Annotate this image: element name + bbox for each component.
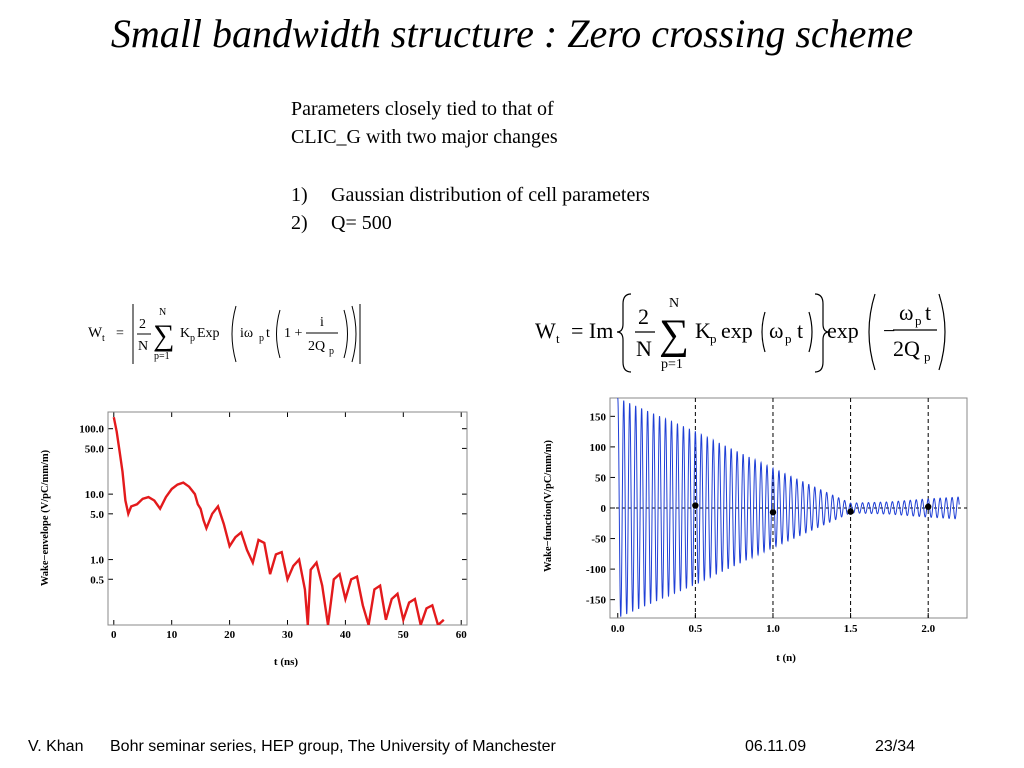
eq-right-sum-top: N	[669, 296, 679, 311]
y-tick-label: -100	[586, 564, 607, 576]
y-axis-label: Wake−envelope (V/pC/mm/m)	[40, 449, 51, 586]
x-tick-label: 60	[456, 629, 468, 641]
y-tick-label: 100	[590, 442, 607, 454]
x-tick-label: 1.0	[766, 623, 780, 635]
eq-right-omega-sub: p	[785, 331, 792, 346]
eq-left-fn: Exp	[197, 326, 220, 341]
x-tick-label: 0.0	[611, 623, 625, 635]
zero-crossing-point	[769, 509, 777, 516]
list-item: 2) Q= 500	[291, 209, 650, 237]
eq-left-arg: iω	[240, 326, 253, 341]
eq-left-k: K	[180, 326, 190, 341]
y-tick-label: -50	[591, 534, 606, 546]
eq-right-lhs-sub: t	[556, 331, 560, 346]
eq-left-frac-den: N	[138, 339, 148, 354]
eq-right-damp-num-sub: p	[915, 313, 922, 328]
eq-right-damp-den-sub: p	[924, 349, 931, 364]
eq-right-damp-den: 2Q	[893, 336, 920, 361]
list-item-text: Gaussian distribution of cell parameters	[331, 184, 650, 206]
eq-right-k-sub: p	[710, 331, 717, 346]
footer-author: V. Khan	[28, 738, 84, 755]
params-intro-line1: Parameters closely tied to that of	[291, 98, 554, 120]
wake-function-series-line	[617, 398, 960, 617]
x-axis-label: t (ns)	[274, 656, 298, 668]
footer-page: 23/34	[875, 738, 916, 755]
eq-right-sum-bottom: p=1	[661, 357, 683, 372]
eq-left-frac-num: 2	[139, 317, 146, 332]
eq-right-fn2: exp	[827, 318, 859, 343]
x-tick-label: 2.0	[921, 623, 935, 635]
y-tick-label: 5.0	[90, 509, 104, 521]
x-tick-label: 0.5	[688, 623, 702, 635]
x-tick-label: 20	[224, 629, 236, 641]
eq-left-sum-top: N	[159, 307, 166, 318]
x-tick-label: 10	[166, 629, 178, 641]
eq-right-frac-num: 2	[638, 304, 649, 329]
y-tick-label: 50.0	[85, 443, 105, 455]
params-list: 1) Gaussian distribution of cell paramete…	[291, 181, 650, 237]
x-tick-label: 1.5	[844, 623, 858, 635]
y-tick-label: 100.0	[79, 424, 104, 436]
y-tick-label: 150	[590, 411, 607, 423]
wake-envelope-chart: 0 10 20 30 40 50 60 100.0 50.0 10.0 5.0 1.0 0.5 t (n…	[40, 411, 468, 668]
y-tick-label: 0.5	[90, 574, 104, 586]
list-item-number: 2)	[291, 212, 308, 234]
eq-left-t: t	[266, 326, 270, 341]
eq-right-frac-den: N	[636, 336, 652, 361]
x-tick-label: 0	[111, 629, 117, 641]
y-tick-label: 50	[595, 472, 607, 484]
eq-left-arg-sub: p	[259, 333, 264, 344]
eq-right-t: t	[797, 318, 803, 343]
slide-title: Small bandwidth structure : Zero crossin…	[110, 11, 914, 56]
eq-right-omega: ω	[769, 318, 783, 343]
plot-frame	[107, 411, 468, 626]
footer-date: 06.11.09	[745, 738, 807, 755]
footer-series: Bohr seminar series, HEP group, The Univ…	[110, 738, 556, 755]
eq-right-k: K	[695, 318, 711, 343]
eq-left-lhs-sub: t	[102, 333, 105, 344]
eq-left-eq: =	[116, 326, 124, 341]
zero-crossing-point	[692, 502, 699, 509]
eq-right-minus: −	[883, 318, 895, 343]
eq-left-lhs: W	[88, 325, 103, 341]
x-tick-label: 30	[282, 629, 294, 641]
wake-function-chart: 0.0 0.5 1.0 1.5 2.0 150 100 50 0 -50 -100 -150 t (n…	[543, 397, 968, 664]
eq-left-inner-num: i	[320, 315, 324, 330]
list-item-text: Q= 500	[331, 212, 392, 234]
params-intro-line2: CLIC_G with two major changes	[291, 126, 558, 148]
list-item-number: 1)	[291, 184, 308, 206]
eq-left-sum-bottom: p=1	[154, 351, 170, 362]
x-tick-label: 50	[398, 629, 410, 641]
y-tick-label: 10.0	[85, 489, 105, 501]
x-axis-label: t (n)	[776, 652, 796, 664]
x-tick-label: 40	[340, 629, 352, 641]
eq-left-sigma: ∑	[153, 319, 174, 352]
parameters-block: Parameters closely tied to that of CLIC_…	[291, 95, 650, 237]
eq-left-k-sub: p	[190, 333, 195, 344]
wake-function-equation: W t = Im 2 N N ∑ p=1 K p exp ω p t exp −…	[535, 293, 946, 373]
eq-left-inner-den: 2Q	[308, 339, 325, 354]
y-axis-label: Wake−function(V/pC/mm/m)	[543, 440, 554, 572]
eq-right-damp-num: ω	[899, 300, 913, 325]
eq-right-eq: = Im	[571, 318, 613, 343]
y-tick-label: -150	[586, 595, 607, 607]
zero-crossing-point	[924, 503, 932, 510]
eq-left-one-plus: 1 +	[284, 326, 303, 341]
eq-right-lhs: W	[535, 318, 556, 343]
list-item: 1) Gaussian distribution of cell paramete…	[291, 181, 650, 209]
eq-right-sigma: ∑	[659, 312, 689, 358]
envelope-series-line	[112, 416, 445, 625]
y-tick-label: 1.0	[90, 555, 104, 567]
eq-right-damp-num-t: t	[925, 300, 931, 325]
eq-right-fn1: exp	[721, 318, 753, 343]
y-tick-label: 0	[601, 503, 607, 515]
zero-crossing-point	[847, 508, 854, 515]
eq-left-inner-den-sub: p	[329, 346, 334, 357]
envelope-equation: W t = 2 N N ∑ p=1 K p Exp iω p t 1 + i 2…	[88, 304, 361, 364]
